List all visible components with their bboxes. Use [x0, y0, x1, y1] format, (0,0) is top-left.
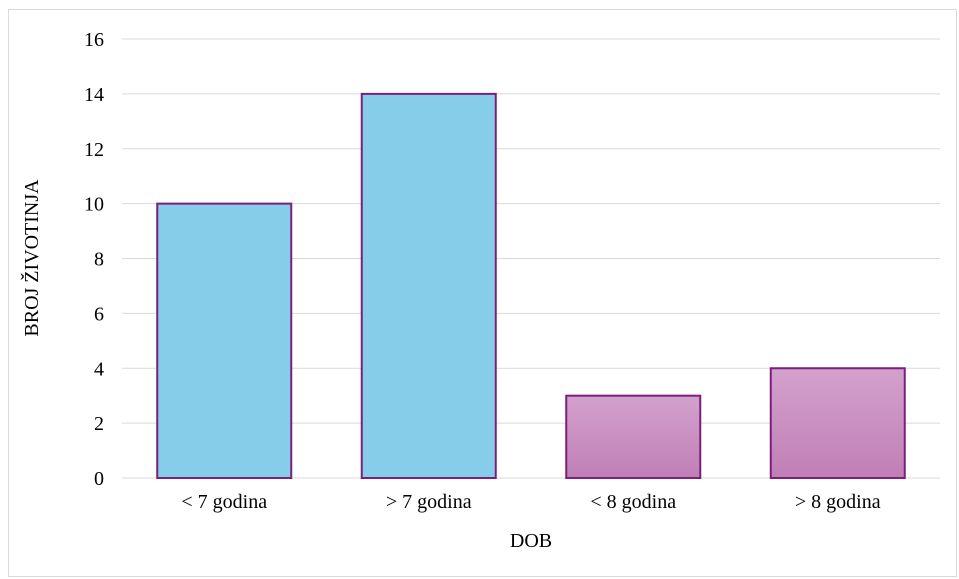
y-tick-label: 12 — [84, 139, 104, 161]
y-tick-label: 0 — [94, 468, 104, 490]
x-axis-title: DOB — [510, 530, 552, 552]
y-axis-title: BROJ ŽIVOTINJA — [20, 179, 43, 337]
bars — [156, 92, 906, 479]
y-tick-label: 14 — [84, 84, 104, 106]
y-tick-label: 4 — [94, 358, 104, 380]
y-axis-ticks: 0 2 4 6 8 10 12 14 16 — [84, 29, 104, 490]
bar — [156, 202, 293, 479]
y-tick-label: 8 — [94, 249, 104, 271]
y-tick-label: 2 — [94, 413, 104, 435]
bar — [769, 367, 906, 479]
x-category-label: < 7 godina — [181, 491, 267, 513]
y-tick-label: 16 — [84, 29, 104, 51]
x-category-label: < 8 godina — [590, 491, 676, 513]
y-tick-label: 10 — [84, 194, 104, 216]
x-category-label: > 7 godina — [386, 491, 472, 513]
x-axis-categories: < 7 godina > 7 godina < 8 godina > 8 godina — [181, 491, 880, 513]
x-category-label: > 8 godina — [795, 491, 881, 513]
bar — [360, 92, 497, 479]
y-tick-label: 6 — [94, 303, 104, 325]
bar — [565, 394, 702, 479]
